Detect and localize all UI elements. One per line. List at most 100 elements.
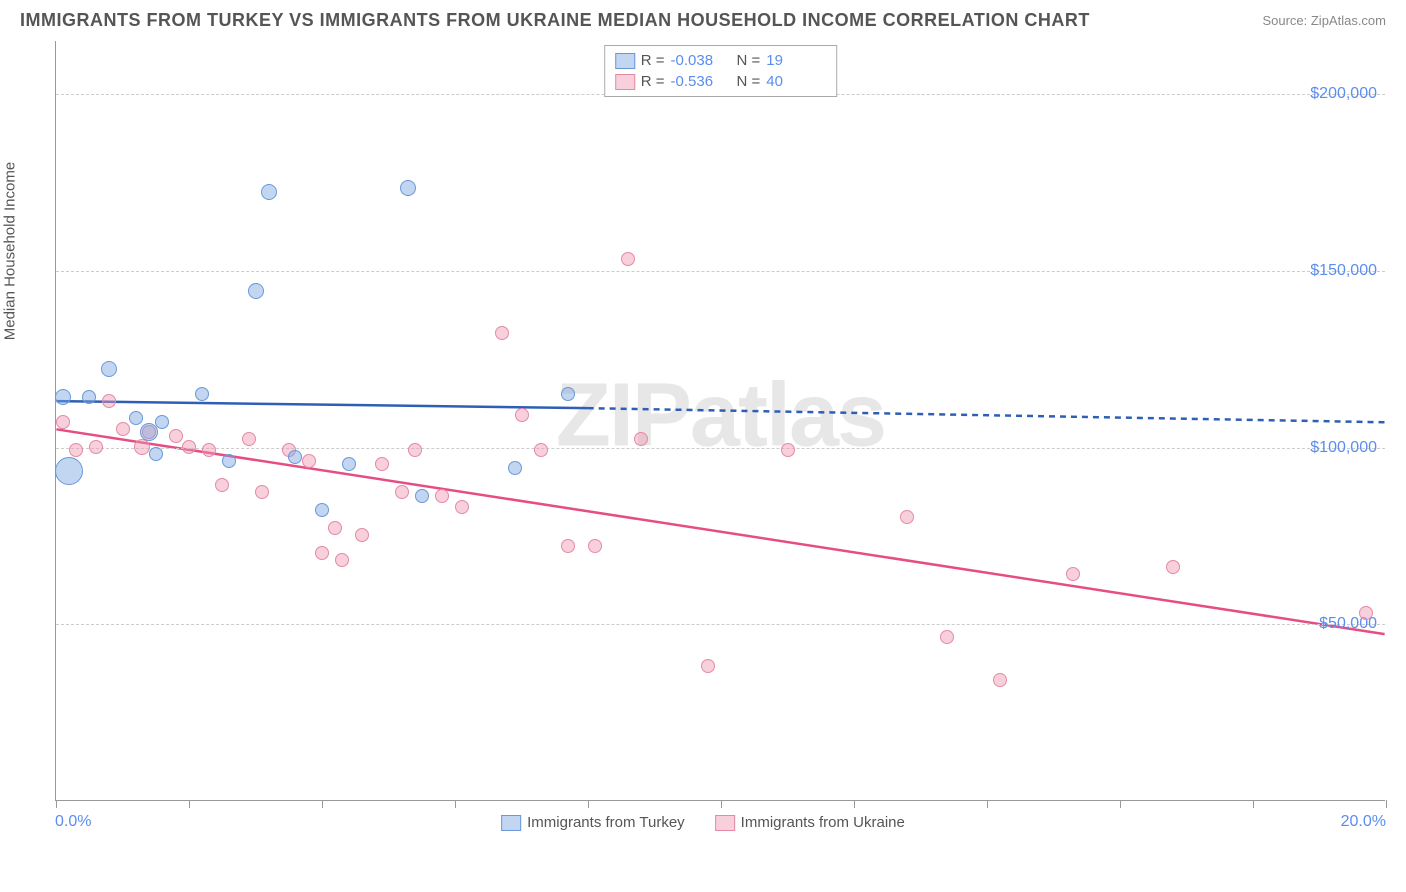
x-tick xyxy=(1253,800,1254,808)
ukraine-point xyxy=(455,500,469,514)
ukraine-point xyxy=(408,443,422,457)
ukraine-point xyxy=(375,457,389,471)
gridline xyxy=(56,271,1385,272)
y-tick-label: $150,000 xyxy=(1310,262,1377,280)
x-axis-min-label: 0.0% xyxy=(55,813,91,831)
turkey-point xyxy=(149,447,163,461)
y-tick-label: $200,000 xyxy=(1310,85,1377,103)
ukraine-point xyxy=(395,485,409,499)
x-tick xyxy=(322,800,323,808)
ukraine-point xyxy=(116,422,130,436)
turkey-point xyxy=(561,387,575,401)
turkey-point xyxy=(248,283,264,299)
turkey-swatch-icon xyxy=(501,815,521,831)
ukraine-point xyxy=(1066,567,1080,581)
turkey-point xyxy=(55,457,83,485)
ukraine-point xyxy=(255,485,269,499)
ukraine-point xyxy=(89,440,103,454)
n-label: N = xyxy=(737,73,761,90)
x-tick xyxy=(588,800,589,808)
ukraine-point xyxy=(182,440,196,454)
ukraine-point xyxy=(781,443,795,457)
y-tick-label: $100,000 xyxy=(1310,439,1377,457)
gridline xyxy=(56,448,1385,449)
ukraine-point xyxy=(561,539,575,553)
x-tick xyxy=(56,800,57,808)
x-tick xyxy=(1120,800,1121,808)
turkey-point xyxy=(415,489,429,503)
turkey-swatch-icon xyxy=(615,53,635,69)
r-label: R = xyxy=(641,73,665,90)
legend-row-ukraine: R = -0.536 N = 40 xyxy=(615,71,827,92)
x-tick xyxy=(987,800,988,808)
legend-row-turkey: R = -0.038 N = 19 xyxy=(615,50,827,71)
ukraine-swatch-icon xyxy=(715,815,735,831)
n-value-ukraine: 40 xyxy=(766,73,826,90)
ukraine-point xyxy=(169,429,183,443)
turkey-point xyxy=(129,411,143,425)
turkey-point xyxy=(155,415,169,429)
chart-header: IMMIGRANTS FROM TURKEY VS IMMIGRANTS FRO… xyxy=(0,0,1406,36)
ukraine-point xyxy=(1359,606,1373,620)
trendlines-layer xyxy=(56,41,1385,800)
chart-wrap: Median Household Income R = -0.038 N = 1… xyxy=(20,41,1386,801)
turkey-point xyxy=(288,450,302,464)
ukraine-point xyxy=(701,659,715,673)
r-value-turkey: -0.038 xyxy=(671,52,731,69)
ukraine-point xyxy=(355,528,369,542)
ukraine-point xyxy=(315,546,329,560)
ukraine-point xyxy=(534,443,548,457)
turkey-point xyxy=(261,184,277,200)
legend-label-ukraine: Immigrants from Ukraine xyxy=(741,814,905,831)
plot-area: R = -0.038 N = 19 R = -0.536 N = 40 ZIPa… xyxy=(55,41,1385,801)
ukraine-point xyxy=(588,539,602,553)
turkey-point xyxy=(222,454,236,468)
x-tick xyxy=(1386,800,1387,808)
ukraine-point xyxy=(621,252,635,266)
r-label: R = xyxy=(641,52,665,69)
turkey-point xyxy=(508,461,522,475)
x-tick xyxy=(189,800,190,808)
correlation-legend: R = -0.038 N = 19 R = -0.536 N = 40 xyxy=(604,45,838,97)
chart-title: IMMIGRANTS FROM TURKEY VS IMMIGRANTS FRO… xyxy=(20,10,1090,31)
ukraine-point xyxy=(242,432,256,446)
n-value-turkey: 19 xyxy=(766,52,826,69)
ukraine-point xyxy=(328,521,342,535)
turkey-point xyxy=(101,361,117,377)
watermark: ZIPatlas xyxy=(556,364,885,467)
legend-item-turkey: Immigrants from Turkey xyxy=(501,814,685,831)
turkey-point xyxy=(195,387,209,401)
ukraine-point xyxy=(495,326,509,340)
ukraine-point xyxy=(215,478,229,492)
ukraine-point xyxy=(993,673,1007,687)
y-axis-label: Median Household Income xyxy=(2,162,19,340)
ukraine-point xyxy=(302,454,316,468)
turkey-point xyxy=(82,390,96,404)
ukraine-point xyxy=(900,510,914,524)
ukraine-point xyxy=(634,432,648,446)
turkey-point xyxy=(342,457,356,471)
ukraine-point xyxy=(1166,560,1180,574)
ukraine-point xyxy=(102,394,116,408)
x-tick xyxy=(455,800,456,808)
source-prefix: Source: xyxy=(1262,13,1310,28)
ukraine-point xyxy=(69,443,83,457)
ukraine-point xyxy=(56,415,70,429)
turkey-point xyxy=(315,503,329,517)
ukraine-point xyxy=(435,489,449,503)
legend-label-turkey: Immigrants from Turkey xyxy=(527,814,685,831)
legend-item-ukraine: Immigrants from Ukraine xyxy=(715,814,905,831)
ukraine-swatch-icon xyxy=(615,74,635,90)
turkey-point xyxy=(400,180,416,196)
r-value-ukraine: -0.536 xyxy=(671,73,731,90)
x-axis-max-label: 20.0% xyxy=(1341,813,1386,831)
ukraine-point xyxy=(940,630,954,644)
series-legend: Immigrants from Turkey Immigrants from U… xyxy=(501,814,905,831)
gridline xyxy=(56,624,1385,625)
turkey-point xyxy=(140,423,158,441)
source-attribution: Source: ZipAtlas.com xyxy=(1262,13,1386,28)
ukraine-point xyxy=(202,443,216,457)
n-label: N = xyxy=(737,52,761,69)
x-tick xyxy=(721,800,722,808)
ukraine-point xyxy=(515,408,529,422)
